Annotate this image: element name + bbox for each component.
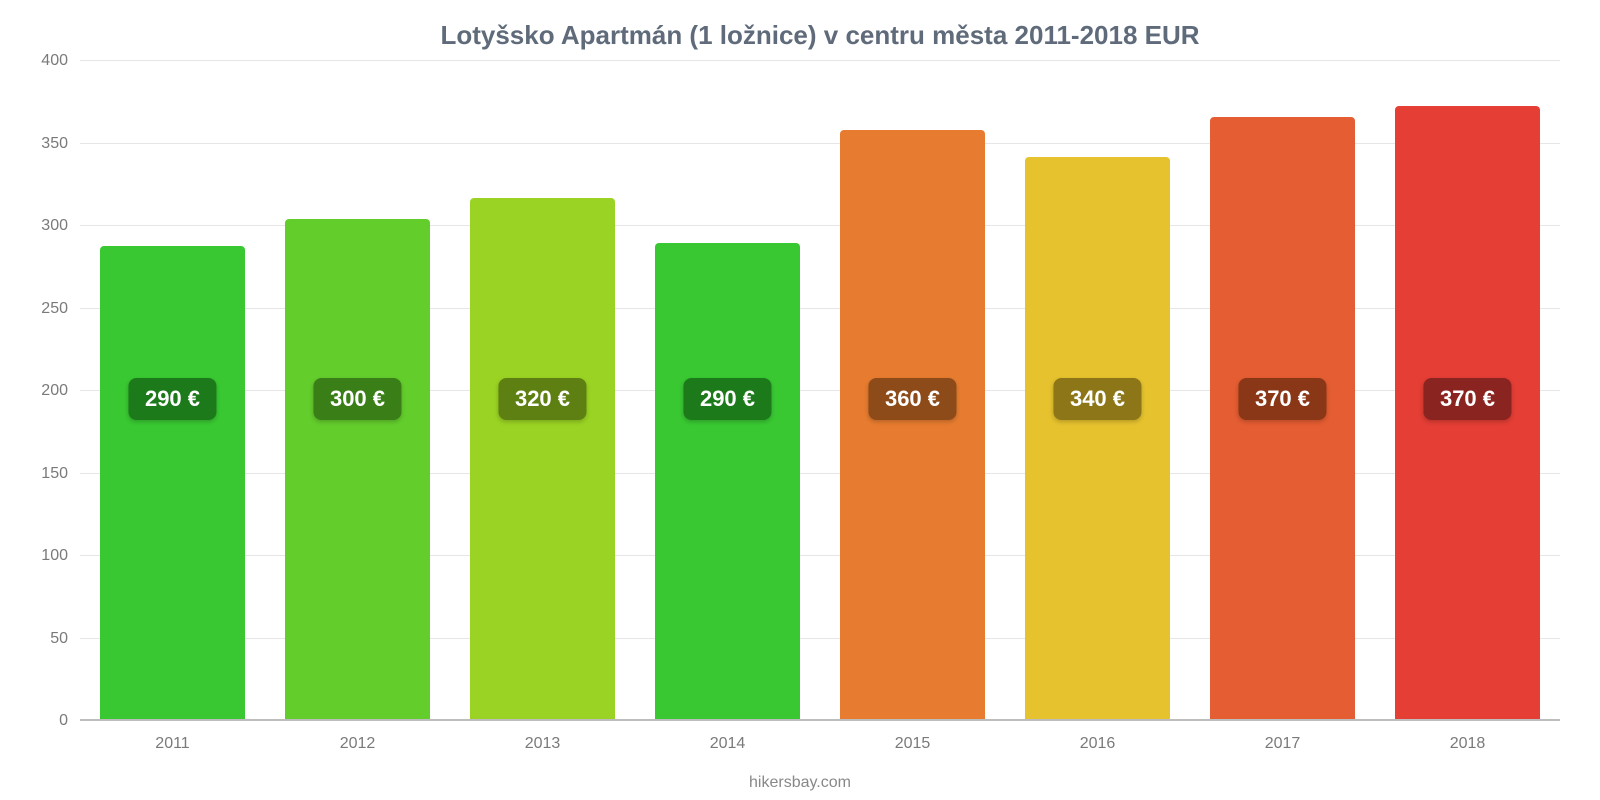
chart-bar-slot: 320 €: [450, 61, 635, 721]
chart-title: Lotyšsko Apartmán (1 ložnice) v centru m…: [80, 20, 1560, 51]
chart-attribution: hikersbay.com: [0, 774, 1600, 792]
chart-y-tick: 250: [41, 300, 80, 318]
chart-y-tick: 0: [59, 712, 80, 730]
chart-bar-slot: 290 €: [80, 61, 265, 721]
chart-bars-row: 290 € 300 € 320 € 290 € 360 € 340 € 370 € 370 €: [80, 61, 1560, 721]
chart-bar: 290 €: [100, 246, 244, 721]
chart-value-badge: 320 €: [499, 378, 586, 420]
chart-x-label: 2018: [1375, 735, 1560, 753]
chart-bar: 340 €: [1025, 157, 1169, 721]
chart-value-badge: 290 €: [129, 378, 216, 420]
chart-value-badge: 370 €: [1239, 378, 1326, 420]
chart-bar: 360 €: [840, 130, 984, 721]
chart-y-tick: 300: [41, 217, 80, 235]
chart-y-tick: 150: [41, 465, 80, 483]
chart-y-tick: 400: [41, 52, 80, 70]
chart-bar-slot: 370 €: [1190, 61, 1375, 721]
chart-value-badge: 300 €: [314, 378, 401, 420]
chart-plot-area: 290 € 300 € 320 € 290 € 360 € 340 € 370 € 370 €…: [80, 61, 1560, 721]
chart-bar-slot: 360 €: [820, 61, 1005, 721]
chart-y-tick: 200: [41, 382, 80, 400]
chart-x-label: 2016: [1005, 735, 1190, 753]
chart-bar-slot: 340 €: [1005, 61, 1190, 721]
chart-x-label: 2013: [450, 735, 635, 753]
chart-y-tick: 100: [41, 547, 80, 565]
chart-y-tick: 350: [41, 135, 80, 153]
chart-container: Lotyšsko Apartmán (1 ložnice) v centru m…: [0, 0, 1600, 800]
chart-x-label: 2014: [635, 735, 820, 753]
chart-bar-slot: 300 €: [265, 61, 450, 721]
chart-bar-slot: 290 €: [635, 61, 820, 721]
chart-bar: 290 €: [655, 243, 799, 722]
chart-x-label: 2017: [1190, 735, 1375, 753]
chart-y-tick: 50: [50, 630, 80, 648]
chart-x-label: 2012: [265, 735, 450, 753]
chart-x-labels: 20112012201320142015201620172018: [80, 721, 1560, 753]
chart-bar-slot: 370 €: [1375, 61, 1560, 721]
chart-bar: 370 €: [1395, 106, 1539, 721]
chart-value-badge: 340 €: [1054, 378, 1141, 420]
chart-x-label: 2011: [80, 735, 265, 753]
chart-bar: 300 €: [285, 219, 429, 721]
chart-value-badge: 360 €: [869, 378, 956, 420]
chart-bar: 320 €: [470, 198, 614, 721]
chart-value-badge: 290 €: [684, 378, 771, 420]
chart-value-badge: 370 €: [1424, 378, 1511, 420]
chart-x-label: 2015: [820, 735, 1005, 753]
chart-bar: 370 €: [1210, 117, 1354, 721]
